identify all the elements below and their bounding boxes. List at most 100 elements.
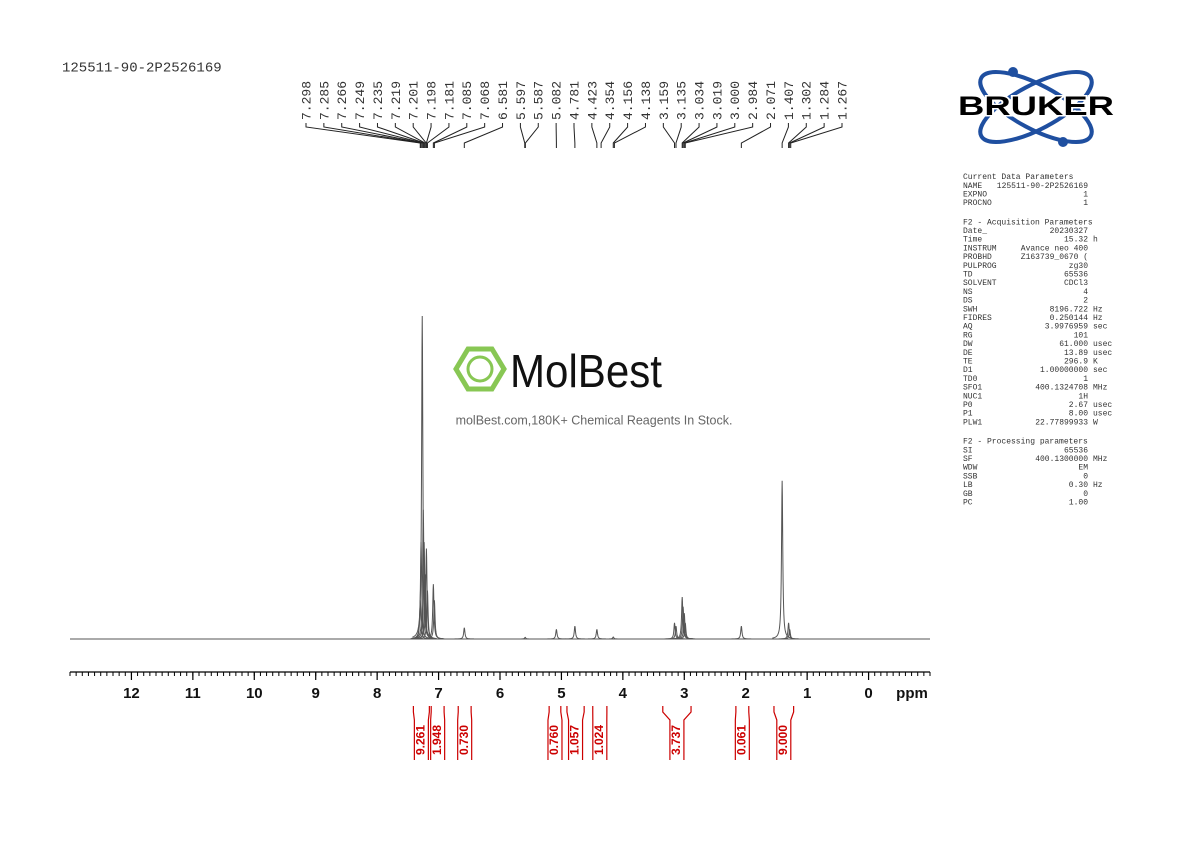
parameter-key: PLW1 <box>963 418 982 427</box>
peak-leader <box>675 123 682 148</box>
parameter-value: 22.77899933 <box>1035 418 1088 427</box>
x-tick-label: 3 <box>680 685 688 702</box>
peak-leader <box>432 123 468 148</box>
peak-leader <box>463 123 504 148</box>
parameter-value: CDCl3 <box>1064 279 1088 288</box>
parameter-key: EXPNO <box>963 191 987 200</box>
peak-leader <box>662 123 676 148</box>
parameter-value: EM <box>1078 464 1088 473</box>
parameter-value: 1.00000000 <box>1040 366 1088 375</box>
parameter-key: RG <box>963 331 973 340</box>
parameter-key: WDW <box>963 464 978 473</box>
peak <box>546 629 567 640</box>
x-tick-label: 7 <box>434 685 442 702</box>
integral-bracket <box>662 706 692 760</box>
peak <box>424 600 445 640</box>
peak <box>412 315 433 638</box>
peak-label: 2.071 <box>764 81 779 120</box>
peak-label: 3.034 <box>693 81 708 120</box>
parameter-key: GB <box>963 490 973 499</box>
ring-icon <box>466 355 494 383</box>
peak-label: 4.156 <box>621 81 636 120</box>
parameter-unit: MHz <box>1093 455 1108 464</box>
integral-label: 1.948 <box>430 725 444 755</box>
peak-label: 5.587 <box>532 81 547 120</box>
parameter-key: SFO1 <box>963 384 982 393</box>
parameter-value: 0 <box>1083 472 1088 481</box>
parameter-key: NUC1 <box>963 392 982 401</box>
integral-bracket <box>430 706 446 760</box>
peak-label: 7.201 <box>407 81 422 120</box>
integral-label: 3.737 <box>669 725 683 755</box>
parameter-key: SWH <box>963 305 978 314</box>
integral-bracket <box>734 706 750 760</box>
parameter-value: 2 <box>1083 297 1088 306</box>
peak-label: 7.219 <box>389 81 404 120</box>
parameter-key: SI <box>963 446 973 455</box>
integral-bracket <box>412 706 430 760</box>
x-tick-label: 1 <box>803 685 811 702</box>
parameter-key: PROBHD <box>963 253 992 262</box>
peak-label: 3.135 <box>675 81 690 120</box>
peak-label: 1.407 <box>782 81 797 120</box>
parameter-value: 4 <box>1083 288 1088 297</box>
parameter-value: 0 <box>1083 490 1088 499</box>
parameter-value: 65536 <box>1064 271 1088 280</box>
parameter-key: NAME <box>963 182 982 191</box>
parameter-key: PC <box>963 498 973 507</box>
peak <box>454 627 475 640</box>
parameter-unit: h <box>1093 236 1098 245</box>
peak-label: 7.068 <box>478 81 493 120</box>
peak-label: 3.159 <box>657 81 672 120</box>
peak-leader <box>789 123 825 148</box>
peak-leader <box>524 123 539 148</box>
peak-label: 5.597 <box>514 81 529 120</box>
parameter-value: 13.89 <box>1064 349 1088 358</box>
peak <box>731 625 752 640</box>
parameter-value: 1H <box>1078 392 1088 401</box>
parameter-key: PROCNO <box>963 199 992 208</box>
integral-bracket <box>773 706 795 760</box>
integral-label: 1.057 <box>568 725 582 755</box>
parameter-key: TD <box>963 271 973 280</box>
parameter-key: TD0 <box>963 375 978 384</box>
peak-label: 4.138 <box>639 81 654 120</box>
parameter-key: SF <box>963 455 973 464</box>
orbit <box>978 70 1094 144</box>
peak-leader <box>790 123 843 148</box>
parameter-key: TE <box>963 358 973 367</box>
parameter-key: AQ <box>963 323 973 332</box>
parameter-unit: sec <box>1093 323 1108 332</box>
parameter-key: Date_ <box>963 227 987 236</box>
peak-label: 7.181 <box>442 81 457 120</box>
peak-label: 3.019 <box>710 81 725 120</box>
integral-bracket <box>592 706 608 760</box>
x-axis-label: ppm <box>896 685 928 702</box>
peak-leader <box>684 123 754 148</box>
parameter-key: DW <box>963 340 973 349</box>
peak-label: 5.082 <box>550 81 565 120</box>
parameter-value: 1.00 <box>1069 498 1088 507</box>
peak-label: 7.285 <box>317 81 332 120</box>
peak-leader <box>591 123 598 148</box>
peak-leader <box>519 123 526 148</box>
peak <box>587 629 607 640</box>
peak-leader <box>788 123 807 148</box>
peak-leader <box>376 123 425 148</box>
peak-label: 7.298 <box>299 81 314 120</box>
peak-leader <box>426 123 450 148</box>
parameter-value: 1 <box>1083 199 1088 208</box>
parameter-value: 15.32 <box>1064 236 1088 245</box>
x-tick-label: 10 <box>246 685 263 702</box>
peak <box>772 480 793 639</box>
peak-label: 6.581 <box>496 81 511 120</box>
integral-label: 9.261 <box>414 725 428 755</box>
x-tick-label: 12 <box>123 685 140 702</box>
parameter-value: 101 <box>1074 331 1089 340</box>
peak-label: 1.302 <box>800 81 815 120</box>
parameter-value: 400.1324708 <box>1035 384 1088 393</box>
sample-id: 125511-90-2P2526169 <box>62 61 222 77</box>
